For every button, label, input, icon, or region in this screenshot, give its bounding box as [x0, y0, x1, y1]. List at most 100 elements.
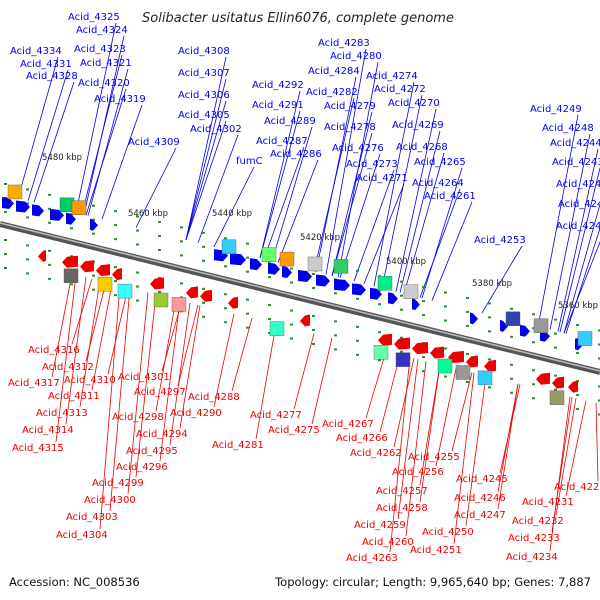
- forward-gene-label: Acid_4271: [356, 173, 408, 184]
- track-dot: [554, 318, 557, 321]
- forward-gene-leader: [565, 227, 600, 334]
- forward-gene-label: Acid_4334: [10, 46, 62, 57]
- forward-gene-label: Acid_4325: [68, 12, 120, 23]
- track-dot: [532, 327, 535, 330]
- track-dot: [26, 188, 29, 191]
- feature-box: [71, 200, 87, 215]
- forward-gene-leader: [271, 126, 313, 262]
- reverse-gene-leader: [107, 287, 129, 375]
- forward-gene-leader: [27, 69, 69, 202]
- forward-gene-label: Acid_4283: [318, 38, 370, 49]
- track-dot: [26, 216, 29, 219]
- forward-gene-label: Acid_4307: [178, 68, 230, 79]
- reverse-gene-leader: [565, 400, 587, 497]
- forward-gene-label: Acid_4284: [308, 66, 360, 77]
- forward-gene-label: Acid_4269: [392, 120, 444, 131]
- reverse-gene-leader: [293, 333, 315, 410]
- track-dot: [26, 272, 29, 275]
- track-dot: [70, 213, 73, 216]
- reverse-gene-arrow: [552, 376, 564, 389]
- reverse-gene-label: Acid_4298: [112, 412, 164, 423]
- track-dot: [70, 283, 73, 286]
- genome-backbone-highlight: [0, 222, 600, 372]
- track-dot: [400, 294, 403, 297]
- track-dot: [400, 336, 403, 339]
- reverse-gene-leader: [169, 302, 191, 446]
- feature-box: [477, 370, 493, 386]
- reverse-gene-label: Acid_4277: [250, 410, 302, 421]
- reverse-gene-leader: [595, 403, 599, 482]
- reverse-gene-arrow: [38, 249, 46, 262]
- track-dot: [202, 287, 205, 290]
- track-dot: [202, 301, 205, 304]
- track-dot: [444, 375, 447, 378]
- track-dot: [246, 242, 249, 245]
- reverse-gene-label: Acid_4310: [64, 375, 116, 386]
- track-dot: [268, 332, 271, 335]
- forward-gene-label: Acid_4264: [412, 178, 464, 189]
- reverse-gene-leader: [179, 305, 201, 429]
- forward-gene-leader: [403, 152, 445, 294]
- reverse-gene-arrow: [568, 380, 578, 393]
- forward-gene-leader: [399, 130, 441, 293]
- forward-gene-leader: [263, 146, 305, 260]
- track-dot: [444, 291, 447, 294]
- forward-gene-label: Acid_4306: [178, 90, 230, 101]
- reverse-gene-leader: [99, 285, 121, 530]
- track-dot: [356, 325, 359, 328]
- kbp-tick-label: 5420 kbp: [300, 233, 340, 243]
- forward-gene-label: Acid_4286: [270, 149, 322, 160]
- reverse-gene-leader: [91, 283, 113, 391]
- forward-gene-arrow: [412, 298, 420, 311]
- track-dot: [48, 193, 51, 196]
- kbp-tick-label: 5460 kbp: [128, 209, 168, 219]
- reverse-gene-label: Acid_4295: [126, 446, 178, 457]
- reverse-gene-leader: [71, 278, 93, 345]
- track-dot: [246, 256, 249, 259]
- track-dot: [466, 352, 469, 355]
- track-dot: [466, 296, 469, 299]
- reverse-gene-label: Acid_4262: [350, 448, 402, 459]
- track-dot: [158, 248, 161, 251]
- reverse-gene-label: Acid_4251: [410, 545, 462, 556]
- forward-gene-leader: [277, 159, 319, 263]
- kbp-tick-label: 5380 kbp: [472, 279, 512, 289]
- reverse-gene-leader: [419, 364, 441, 486]
- feature-box: [153, 292, 169, 308]
- reverse-gene-label: Acid_4233: [508, 533, 560, 544]
- track-dot: [356, 297, 359, 300]
- track-dot: [378, 331, 381, 334]
- forward-gene-label: Acid_4291: [252, 100, 304, 111]
- track-dot: [114, 224, 117, 227]
- forward-gene-leader: [185, 56, 227, 240]
- reverse-gene-leader: [213, 313, 235, 408]
- track-dot: [532, 397, 535, 400]
- reverse-gene-leader: [405, 361, 427, 537]
- track-dot: [290, 309, 293, 312]
- track-dot: [290, 267, 293, 270]
- track-dot: [466, 380, 469, 383]
- track-dot: [444, 305, 447, 308]
- reverse-gene-label: Acid_4260: [362, 537, 414, 548]
- forward-gene-label: Acid_4324: [76, 25, 128, 36]
- reverse-gene-leader: [311, 337, 333, 425]
- track-dot: [356, 353, 359, 356]
- forward-gene-label: Acid_4302: [190, 124, 242, 135]
- track-dot: [312, 286, 315, 289]
- reverse-gene-arrow: [394, 337, 410, 350]
- reverse-gene-leader: [135, 294, 157, 478]
- track-dot: [312, 342, 315, 345]
- track-dot: [114, 238, 117, 241]
- track-dot: [224, 307, 227, 310]
- track-dot: [92, 218, 95, 221]
- track-dot: [48, 263, 51, 266]
- forward-gene-arrow: [352, 283, 366, 296]
- forward-gene-label: fumC: [236, 156, 263, 167]
- forward-gene-label: Acid_4242: [556, 179, 600, 190]
- track-dot: [158, 276, 161, 279]
- reverse-gene-leader: [497, 383, 519, 493]
- track-dot: [554, 332, 557, 335]
- kbp-tick-label: 5360 kbp: [558, 301, 598, 311]
- track-dot: [290, 281, 293, 284]
- reverse-gene-label: Acid_4256: [392, 467, 444, 478]
